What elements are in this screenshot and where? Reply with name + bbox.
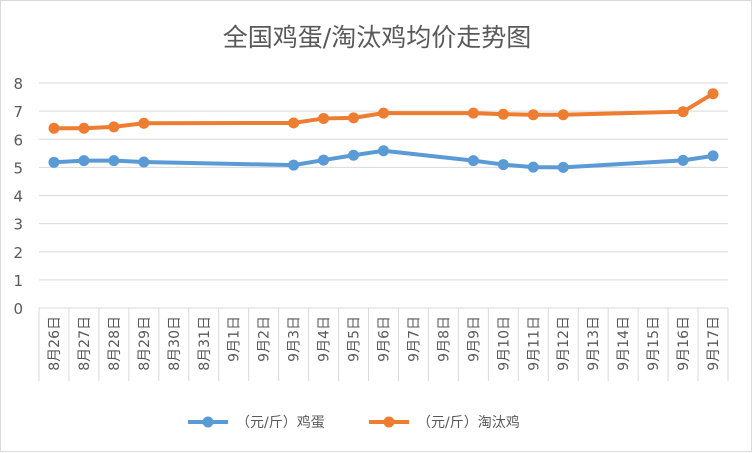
- x-tick-label: 9月2日: [257, 316, 273, 362]
- y-tick-label: 4: [13, 188, 23, 206]
- data-point: [108, 155, 120, 167]
- x-tick-label: 9月3日: [287, 316, 303, 362]
- x-tick-label: 8月31日: [197, 316, 213, 371]
- x-tick-label: 8月27日: [77, 316, 93, 371]
- x-tick-label: 9月11日: [526, 316, 542, 371]
- data-point: [348, 112, 360, 124]
- data-point: [527, 109, 539, 121]
- y-tick-label: 0: [13, 300, 23, 318]
- data-point: [707, 88, 719, 100]
- legend-label: （元/斤）淘汰鸡: [417, 414, 520, 431]
- x-tick-label: 9月1日: [227, 316, 243, 362]
- x-tick-label: 9月15日: [646, 316, 662, 371]
- y-tick-label: 5: [13, 159, 23, 177]
- x-axis-tick-labels: 8月26日 8月27日 8月28日 8月29日 8月30日 8月31日 9月1日 9月2日 9月…: [47, 316, 722, 371]
- y-tick-label: 2: [13, 244, 23, 262]
- y-tick-label: 6: [13, 131, 23, 149]
- x-tick-label: 9月6日: [377, 316, 393, 362]
- y-axis-tick-labels: 0 1 2 3 4 5 6 7 8: [13, 75, 23, 318]
- data-point: [108, 121, 120, 133]
- x-tick-label: 9月4日: [317, 316, 333, 362]
- data-point: [707, 150, 719, 162]
- x-tick-label: 8月28日: [107, 316, 123, 371]
- x-tick-label: 9月7日: [406, 316, 422, 362]
- chart-title: 全国鸡蛋/淘汰鸡均价走势图: [223, 23, 531, 52]
- x-tick-label: 9月9日: [466, 316, 482, 362]
- legend-swatch-marker: [202, 416, 214, 428]
- data-point: [318, 154, 330, 166]
- data-point: [467, 107, 479, 119]
- data-point: [497, 108, 509, 120]
- data-point: [288, 117, 300, 129]
- data-point: [288, 159, 300, 171]
- y-tick-label: 7: [13, 103, 23, 121]
- data-point: [557, 109, 569, 121]
- x-tick-label: 9月5日: [347, 316, 363, 362]
- data-point: [348, 149, 360, 161]
- gridlines: [38, 82, 729, 381]
- data-point: [48, 122, 60, 134]
- x-tick-label: 9月16日: [676, 316, 692, 371]
- legend-swatch-marker: [383, 416, 395, 428]
- legend: （元/斤）鸡蛋 （元/斤）淘汰鸡: [188, 414, 520, 431]
- data-point: [138, 156, 150, 168]
- x-tick-label: 9月8日: [436, 316, 452, 362]
- x-tick-label: 9月14日: [616, 316, 632, 371]
- x-tick-label: 9月17日: [706, 316, 722, 371]
- data-point: [527, 161, 539, 173]
- data-point: [318, 112, 330, 124]
- data-point: [677, 154, 689, 166]
- data-point: [467, 155, 479, 167]
- data-point: [78, 122, 90, 134]
- y-tick-label: 3: [13, 216, 23, 234]
- x-tick-label: 9月10日: [496, 316, 512, 371]
- data-point: [557, 161, 569, 173]
- data-point: [378, 145, 389, 157]
- data-point: [378, 107, 389, 119]
- legend-label: （元/斤）鸡蛋: [236, 414, 325, 431]
- y-tick-label: 1: [13, 272, 23, 290]
- data-point: [677, 106, 689, 118]
- data-point: [78, 155, 90, 167]
- x-tick-label: 9月12日: [556, 316, 572, 371]
- x-tick-label: 9月13日: [586, 316, 602, 371]
- data-point: [48, 156, 60, 168]
- data-point: [138, 117, 150, 129]
- x-tick-label: 8月29日: [137, 316, 153, 371]
- data-point: [497, 159, 509, 171]
- series-lines: [48, 88, 719, 173]
- x-tick-label: 8月30日: [167, 316, 183, 371]
- y-tick-label: 8: [13, 75, 23, 93]
- x-tick-label: 8月26日: [47, 316, 63, 371]
